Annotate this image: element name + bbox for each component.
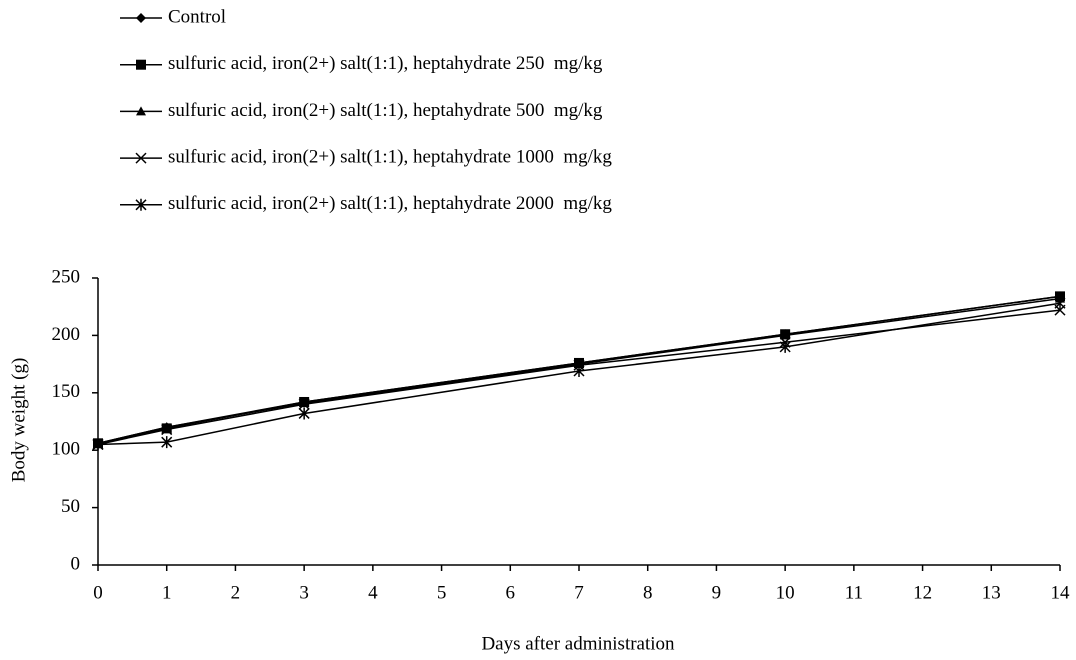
- legend-label: Control: [168, 6, 226, 27]
- x-tick-label: 8: [643, 582, 653, 603]
- point: [780, 330, 791, 340]
- point: [779, 340, 791, 353]
- line: [97, 302, 1061, 446]
- legend-marker: [135, 198, 147, 211]
- legend-label: sulfuric acid, iron(2+) salt(1:1), hepta…: [168, 53, 603, 74]
- point: [573, 364, 585, 377]
- legend-marker: [135, 152, 147, 164]
- legend-marker: [136, 59, 146, 70]
- legend-marker: [136, 13, 146, 23]
- y-tick-label: 250: [52, 266, 81, 287]
- legend-label: sulfuric acid, iron(2+) salt(1:1), hepta…: [168, 193, 612, 214]
- y-tick-label: 50: [61, 496, 80, 517]
- x-tick-label: 0: [93, 582, 103, 603]
- x-tick-label: 2: [231, 582, 241, 603]
- point: [92, 438, 104, 451]
- y-tick-label: 0: [71, 553, 81, 574]
- x-tick-label: 11: [845, 582, 863, 603]
- x-tick-label: 5: [437, 582, 447, 603]
- x-tick-label: 1: [162, 582, 172, 603]
- point: [1054, 297, 1066, 310]
- y-axis-label: Body weight (g): [8, 358, 29, 483]
- x-tick-label: 7: [574, 582, 584, 603]
- x-tick-label: 9: [712, 582, 722, 603]
- x-tick-label: 10: [776, 582, 795, 603]
- x-tick-label: 6: [506, 582, 516, 603]
- y-tick-label: 150: [52, 381, 81, 402]
- y-tick-label: 200: [52, 324, 81, 345]
- line: [97, 309, 1061, 446]
- x-axis-label: Days after administration: [481, 633, 675, 654]
- legend-marker: [136, 106, 146, 116]
- x-tick-label: 4: [368, 582, 378, 603]
- x-tick-label: 12: [913, 582, 932, 603]
- point: [298, 398, 310, 410]
- point: [298, 407, 310, 420]
- y-tick-label: 100: [52, 439, 81, 460]
- legend-label: sulfuric acid, iron(2+) salt(1:1), hepta…: [168, 146, 612, 167]
- line: [97, 297, 1061, 445]
- x-tick-label: 14: [1051, 582, 1071, 603]
- point: [161, 436, 173, 449]
- x-tick-label: 3: [299, 582, 309, 603]
- line: [97, 295, 1061, 445]
- legend-label: sulfuric acid, iron(2+) salt(1:1), hepta…: [168, 100, 603, 121]
- point: [161, 424, 173, 436]
- x-tick-label: 13: [982, 582, 1001, 603]
